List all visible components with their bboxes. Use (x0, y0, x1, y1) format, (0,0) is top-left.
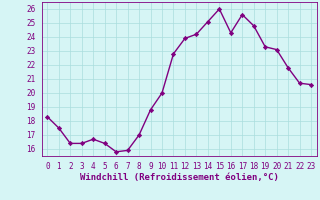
X-axis label: Windchill (Refroidissement éolien,°C): Windchill (Refroidissement éolien,°C) (80, 173, 279, 182)
